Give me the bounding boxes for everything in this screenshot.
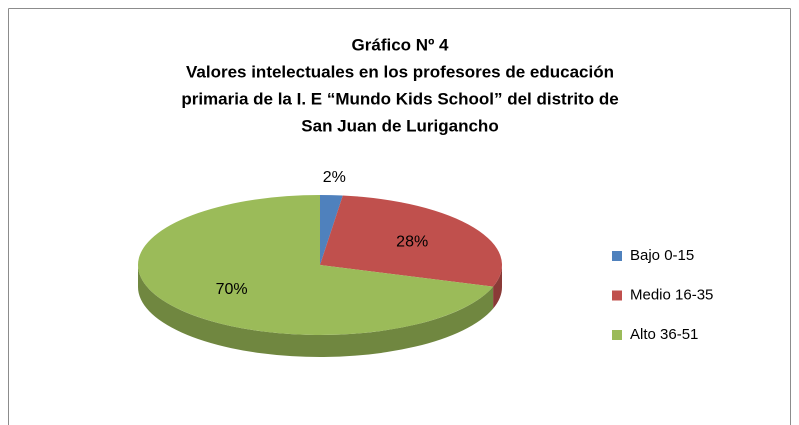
legend-swatch: [612, 330, 622, 340]
slice-side: [138, 265, 494, 357]
data-label: 28%: [396, 234, 428, 251]
data-label: 70%: [216, 281, 248, 298]
chart-title: primaria de la I. E “Mundo Kids School” …: [181, 89, 618, 108]
slice-side: [493, 265, 502, 309]
chart-title: San Juan de Lurigancho: [301, 116, 498, 135]
slice: [320, 195, 503, 287]
data-label: 2%: [323, 169, 346, 186]
legend-swatch: [612, 290, 622, 301]
chart-title: Gráfico Nº 4: [352, 35, 449, 54]
slice: [320, 195, 343, 265]
legend-swatch: [612, 251, 622, 261]
legend-label: Medio 16-35: [630, 286, 713, 303]
legend-label: Bajo 0-15: [630, 247, 694, 264]
slice: [138, 195, 494, 335]
chart-title: Valores intelectuales en los profesores …: [186, 62, 614, 81]
legend-label: Alto 36-51: [630, 326, 698, 343]
